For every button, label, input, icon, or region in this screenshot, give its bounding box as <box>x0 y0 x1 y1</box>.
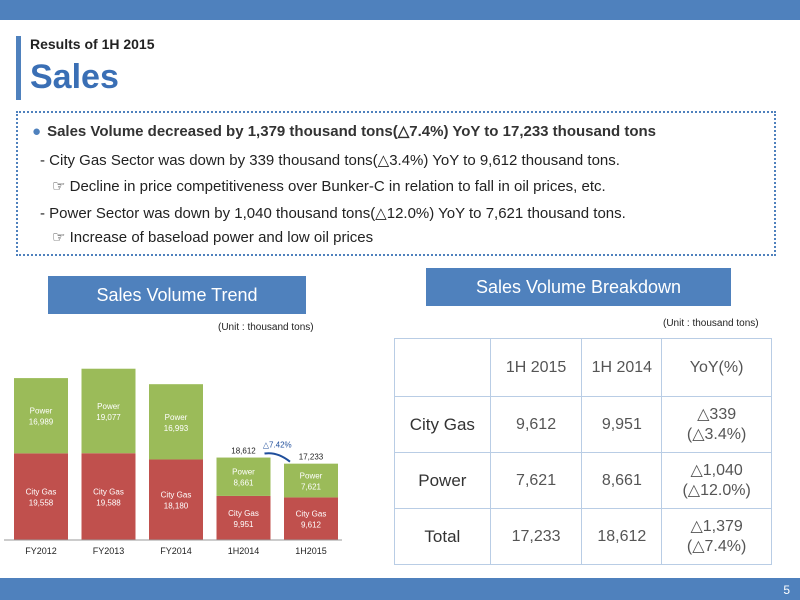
x-tick-label: 1H2015 <box>295 546 327 556</box>
bar-city-gas <box>149 459 203 540</box>
summary-main-text: Sales Volume decreased by 1,379 thousand… <box>47 123 657 140</box>
data-label-city-gas-name: City Gas <box>26 488 57 497</box>
yoy-amount: △1,379 <box>690 517 743 535</box>
data-label-city-gas-name: City Gas <box>161 491 192 500</box>
bar-power <box>216 457 271 496</box>
table-header-row: 1H 2015 1H 2014 YoY(%) <box>394 338 772 397</box>
sales-volume-chart: City Gas 19,558 Power 16,989 FY2012 City Gas 1… <box>0 330 345 565</box>
table-row: City Gas 9,612 9,951 △339 (△3.4%) <box>394 396 772 453</box>
data-label-power-name: Power <box>30 407 53 416</box>
chart-unit-label: (Unit : thousand tons) <box>218 322 314 333</box>
yoy-percent: (△12.0%) <box>682 481 751 499</box>
decline-annotation: △7.42% <box>263 441 292 450</box>
table-unit-label: (Unit : thousand tons) <box>663 318 759 329</box>
data-label-city-gas-name: City Gas <box>228 509 259 518</box>
row-label-total: Total <box>394 508 491 565</box>
data-label-power-name: Power <box>165 413 188 422</box>
total-label: 18,612 <box>231 447 256 456</box>
data-label-city-gas-value: 19,588 <box>96 499 121 508</box>
x-tick-label: FY2014 <box>160 546 192 556</box>
cell-total-yoy: △1,379 (△7.4%) <box>661 508 772 565</box>
data-label-power-value: 16,989 <box>29 418 54 427</box>
table-header-blank <box>394 338 491 397</box>
bar-city-gas <box>14 453 68 540</box>
cell-power-2015: 7,621 <box>489 452 583 509</box>
data-label-city-gas-value: 19,558 <box>29 499 54 508</box>
decline-arrow <box>264 452 291 463</box>
summary-line-power-reason: ☞ Increase of baseload power and low oil… <box>52 229 374 246</box>
trend-section-title: Sales Volume Trend <box>48 276 306 314</box>
bottom-bar: 5 <box>0 578 800 600</box>
bar-city-gas <box>81 453 136 540</box>
x-tick-label: 1H2014 <box>228 546 260 556</box>
cell-city-gas-yoy: △339 (△3.4%) <box>661 396 772 453</box>
cell-total-2014: 18,612 <box>581 508 663 565</box>
table-row: Power 7,621 8,661 △1,040 (△12.0%) <box>394 452 772 509</box>
summary-main: ● Sales Volume decreased by 1,379 thousan… <box>32 122 656 140</box>
cell-power-2014: 8,661 <box>581 452 663 509</box>
row-label-power: Power <box>394 452 491 509</box>
cell-city-gas-2014: 9,951 <box>581 396 663 453</box>
cell-power-yoy: △1,040 (△12.0%) <box>661 452 772 509</box>
table-header-1h2015: 1H 2015 <box>489 338 583 397</box>
summary-box: ● Sales Volume decreased by 1,379 thousan… <box>16 111 776 256</box>
total-label: 17,233 <box>299 453 324 462</box>
data-label-city-gas-value: 9,951 <box>233 520 254 529</box>
yoy-percent: (△7.4%) <box>686 537 747 555</box>
top-bar <box>0 0 800 20</box>
x-tick-label: FY2012 <box>25 546 57 556</box>
data-label-power-name: Power <box>300 472 323 481</box>
summary-line-city-gas-reason: ☞ Decline in price competitiveness over … <box>52 178 606 195</box>
bar-city-gas <box>284 497 338 540</box>
title-accent-bar <box>16 36 21 100</box>
data-label-power-name: Power <box>232 468 255 477</box>
chart-svg: City Gas 19,558 Power 16,989 FY2012 City Gas 1… <box>4 368 342 556</box>
data-label-power-value: 7,621 <box>301 483 322 492</box>
summary-line-power: - Power Sector was down by 1,040 thousan… <box>40 205 626 222</box>
table-header-1h2014: 1H 2014 <box>581 338 663 397</box>
data-label-city-gas-name: City Gas <box>296 510 327 519</box>
page-number: 5 <box>783 583 790 597</box>
cell-city-gas-2015: 9,612 <box>489 396 583 453</box>
table-header-yoy: YoY(%) <box>661 338 772 397</box>
yoy-percent: (△3.4%) <box>686 425 747 443</box>
bar-power <box>81 368 136 454</box>
cell-total-2015: 17,233 <box>489 508 583 565</box>
data-label-power-value: 19,077 <box>96 413 121 422</box>
x-tick-label: FY2013 <box>93 546 125 556</box>
breakdown-section-title: Sales Volume Breakdown <box>426 268 731 306</box>
slide-title: Sales <box>30 58 119 96</box>
bar-power <box>284 463 338 498</box>
bullet-icon: ● <box>32 123 42 140</box>
row-label-city-gas: City Gas <box>394 396 491 453</box>
summary-line-city-gas: - City Gas Sector was down by 339 thousa… <box>40 152 620 169</box>
data-label-power-value: 8,661 <box>233 479 254 488</box>
bar-city-gas <box>216 495 271 540</box>
bar-power <box>149 384 203 460</box>
breakdown-table: 1H 2015 1H 2014 YoY(%) City Gas 9,612 9,… <box>394 338 772 565</box>
data-label-power-value: 16,993 <box>164 424 189 433</box>
slide-subtitle: Results of 1H 2015 <box>30 36 155 52</box>
data-label-city-gas-value: 18,180 <box>164 502 189 511</box>
data-label-power-name: Power <box>97 402 120 411</box>
yoy-amount: △339 <box>697 405 737 423</box>
data-label-city-gas-name: City Gas <box>93 488 124 497</box>
yoy-amount: △1,040 <box>690 461 743 479</box>
table-row: Total 17,233 18,612 △1,379 (△7.4%) <box>394 508 772 565</box>
bar-power <box>14 378 68 454</box>
data-label-city-gas-value: 9,612 <box>301 521 322 530</box>
